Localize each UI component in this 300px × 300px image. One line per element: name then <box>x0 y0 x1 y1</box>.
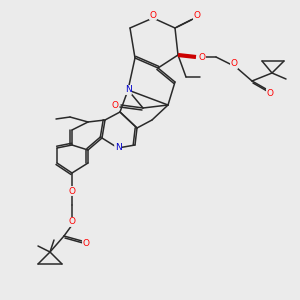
Text: N: N <box>115 143 122 152</box>
Text: O: O <box>68 187 76 196</box>
Text: O: O <box>82 239 89 248</box>
Text: O: O <box>112 101 118 110</box>
Text: O: O <box>149 11 157 20</box>
Text: O: O <box>266 88 274 98</box>
Text: O: O <box>230 59 238 68</box>
Text: N: N <box>124 85 131 94</box>
Text: O: O <box>68 218 76 226</box>
Text: O: O <box>194 11 200 20</box>
Text: O: O <box>199 52 206 62</box>
